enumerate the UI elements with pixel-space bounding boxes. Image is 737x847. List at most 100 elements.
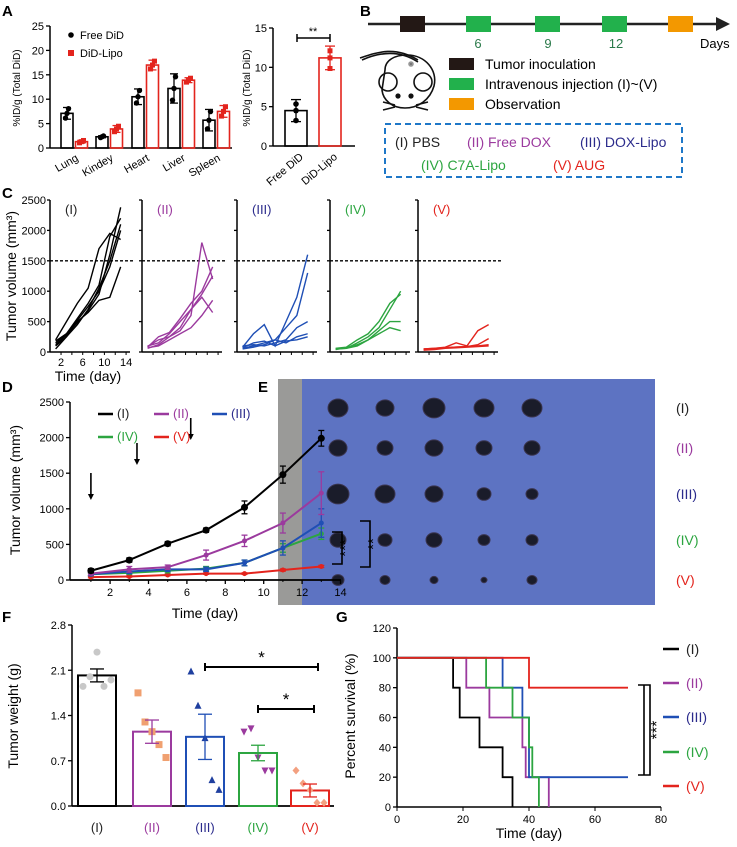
tumor [521, 398, 543, 418]
data-point [126, 573, 132, 579]
x-tick-label: Kindey [80, 152, 116, 179]
y-tick-label: 1500 [40, 468, 64, 480]
data-point [107, 676, 115, 684]
data-point [126, 566, 132, 572]
legend-label: (IV) [117, 429, 138, 444]
x-tick-label: (IV) [248, 820, 269, 835]
data-point [162, 754, 170, 762]
legend-label: DiD-Lipo [80, 48, 123, 60]
data-point [136, 87, 143, 94]
data-point [268, 767, 276, 775]
tumor-curve [147, 266, 214, 348]
data-point [64, 110, 70, 117]
y-axis-label: %ID/g (Total DiD) [12, 49, 23, 126]
x-tick-label: Liver [161, 152, 188, 174]
y-axis-label: Tumor volume (mm³) [3, 211, 19, 341]
panel-group-label: (II) [157, 202, 173, 217]
data-point [293, 117, 299, 124]
data-point [223, 104, 228, 110]
tumor [374, 484, 396, 504]
y-tick-label: 1000 [40, 504, 64, 516]
x-tick-label: 0 [394, 814, 400, 826]
x-tick-label: Spleen [187, 152, 223, 180]
injection-marker [535, 16, 560, 32]
data-point [280, 520, 286, 526]
group-key-item: (III) DOX-Lipo [580, 134, 667, 150]
x-tick-label: 8 [222, 587, 228, 599]
y-tick-label: 5 [261, 102, 267, 114]
legend-label: (II) [173, 406, 189, 421]
legend-label: (IV) [686, 744, 709, 760]
injection-marker [466, 16, 491, 32]
x-tick-label: (II) [144, 820, 160, 835]
y-tick-label: 60 [379, 713, 391, 725]
data-point [279, 471, 287, 479]
legend-label: Free DiD [80, 30, 124, 42]
tumor [477, 534, 491, 546]
arrow-down-icon [187, 434, 194, 440]
legend-label: (III) [686, 709, 707, 725]
legend-marker [68, 32, 74, 38]
y-tick-label: 80 [379, 683, 391, 695]
data-point [134, 689, 142, 697]
legend-label: Observation [485, 96, 560, 112]
legend-label: (V) [686, 778, 705, 794]
bar [145, 64, 160, 149]
y-tick-label: 0 [40, 347, 46, 359]
legend-label: Intravenous injection (I)~(V) [485, 76, 657, 92]
tumor-curve [55, 232, 122, 341]
data-point [141, 718, 149, 726]
survival-curve [397, 656, 514, 807]
timeline-legend: Tumor inoculation Intravenous injection … [449, 56, 657, 112]
photo-row-label: (V) [676, 572, 695, 588]
significance-bracket [332, 531, 343, 565]
data-point [86, 673, 94, 681]
panel-label-g: G [336, 609, 348, 626]
tumor-curve [242, 333, 308, 350]
x-tick-label: 40 [523, 814, 535, 826]
tumor [422, 397, 446, 419]
y-tick-label: 20 [32, 45, 44, 57]
x-tick-label: 6 [184, 587, 190, 599]
legend-label: (V) [173, 429, 190, 444]
data-point [293, 101, 299, 107]
y-tick-label: 0.7 [51, 756, 66, 768]
x-tick-label: 2 [107, 587, 113, 599]
arrow-down-icon [87, 494, 94, 500]
data-point [204, 126, 211, 132]
data-point [293, 107, 299, 114]
data-point [215, 785, 223, 793]
tumor [523, 440, 541, 456]
x-axis-label: Time (day) [172, 605, 238, 621]
tumor [379, 575, 391, 585]
data-point [318, 563, 324, 569]
x-tick-label: (I) [91, 820, 103, 835]
bar [318, 57, 342, 147]
tumor-curve [147, 299, 214, 349]
dashed-box [384, 123, 683, 178]
legend-label: (II) [686, 675, 703, 691]
tumor-curve [147, 275, 214, 347]
data-point [203, 552, 209, 558]
tumor-curve [55, 207, 122, 342]
data-point [202, 526, 210, 534]
data-point [292, 766, 300, 775]
y-tick-label: 0 [58, 575, 64, 587]
data-point [155, 741, 163, 749]
x-tick-label: 60 [589, 814, 601, 826]
survival-curve [397, 656, 628, 689]
photo-row-label: (III) [676, 486, 697, 502]
y-tick-label: 2500 [40, 397, 64, 409]
x-tick-label: 10 [98, 357, 110, 369]
significance-label: ** [309, 26, 318, 38]
data-point [203, 571, 209, 577]
group-key-item: (V) AUG [553, 157, 605, 173]
data-point [318, 490, 324, 496]
tumor-curve [147, 242, 214, 350]
photo-row-label: (I) [676, 400, 689, 416]
tumor [480, 576, 488, 584]
panel-group-label: (III) [252, 202, 272, 217]
day-label: 6 [474, 36, 481, 51]
legend-label: Tumor inoculation [485, 56, 596, 72]
